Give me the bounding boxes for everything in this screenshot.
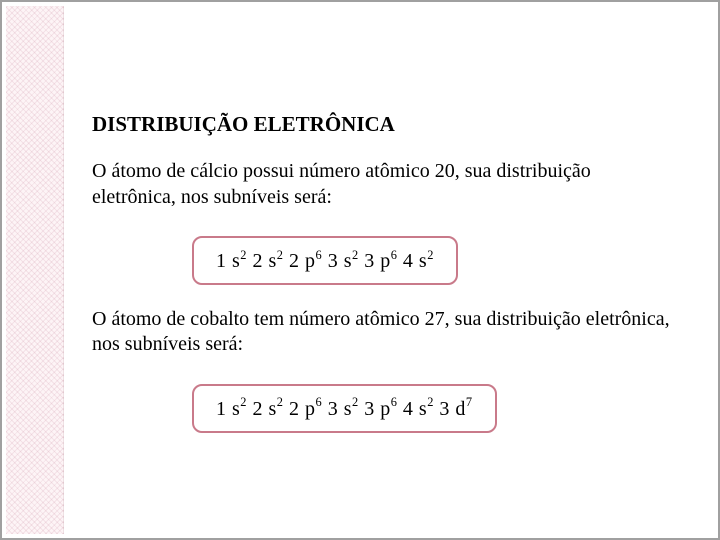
paragraph-calcium: O átomo de cálcio possui número atômico … (92, 159, 678, 210)
slide-frame: DISTRIBUIÇÃO ELETRÔNICA O átomo de cálci… (0, 0, 720, 540)
config-box-calcium: 1 s2 2 s2 2 p6 3 s2 3 p6 4 s2 (192, 236, 458, 285)
decorative-left-strip (6, 6, 64, 534)
slide-content: DISTRIBUIÇÃO ELETRÔNICA O átomo de cálci… (92, 112, 678, 455)
slide-heading: DISTRIBUIÇÃO ELETRÔNICA (92, 112, 678, 137)
electron-config-cobalt: 1 s2 2 s2 2 p6 3 s2 3 p6 4 s2 3 d7 (216, 398, 473, 420)
config-box-cobalt: 1 s2 2 s2 2 p6 3 s2 3 p6 4 s2 3 d7 (192, 384, 497, 433)
electron-config-calcium: 1 s2 2 s2 2 p6 3 s2 3 p6 4 s2 (216, 250, 434, 272)
paragraph-cobalt: O átomo de cobalto tem número atômico 27… (92, 307, 678, 358)
